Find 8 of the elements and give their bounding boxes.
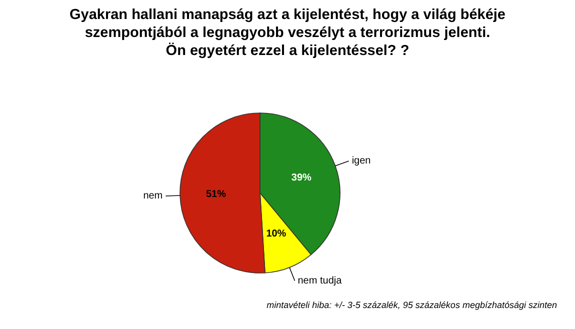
- data-label: 10%: [266, 228, 286, 240]
- slice-label: igen: [352, 156, 371, 167]
- data-label: 51%: [206, 188, 226, 200]
- slice-label: nem tudja: [298, 275, 342, 286]
- text: mintavételi hiba: +/- 3-5 százalék, 95 százalékos megbízhatósági szinten: [266, 300, 557, 310]
- data-label: 39%: [291, 172, 312, 184]
- slice-label: nem: [143, 190, 163, 202]
- chart-title: Gyakran hallani manapság azt a kijelentést, hogy a világ békéje szempontjából a legnagyobb veszélyt a terrorizmus jelenti. Ön egyetért ezzel a kijelentéssel? ?: [68, 6, 506, 61]
